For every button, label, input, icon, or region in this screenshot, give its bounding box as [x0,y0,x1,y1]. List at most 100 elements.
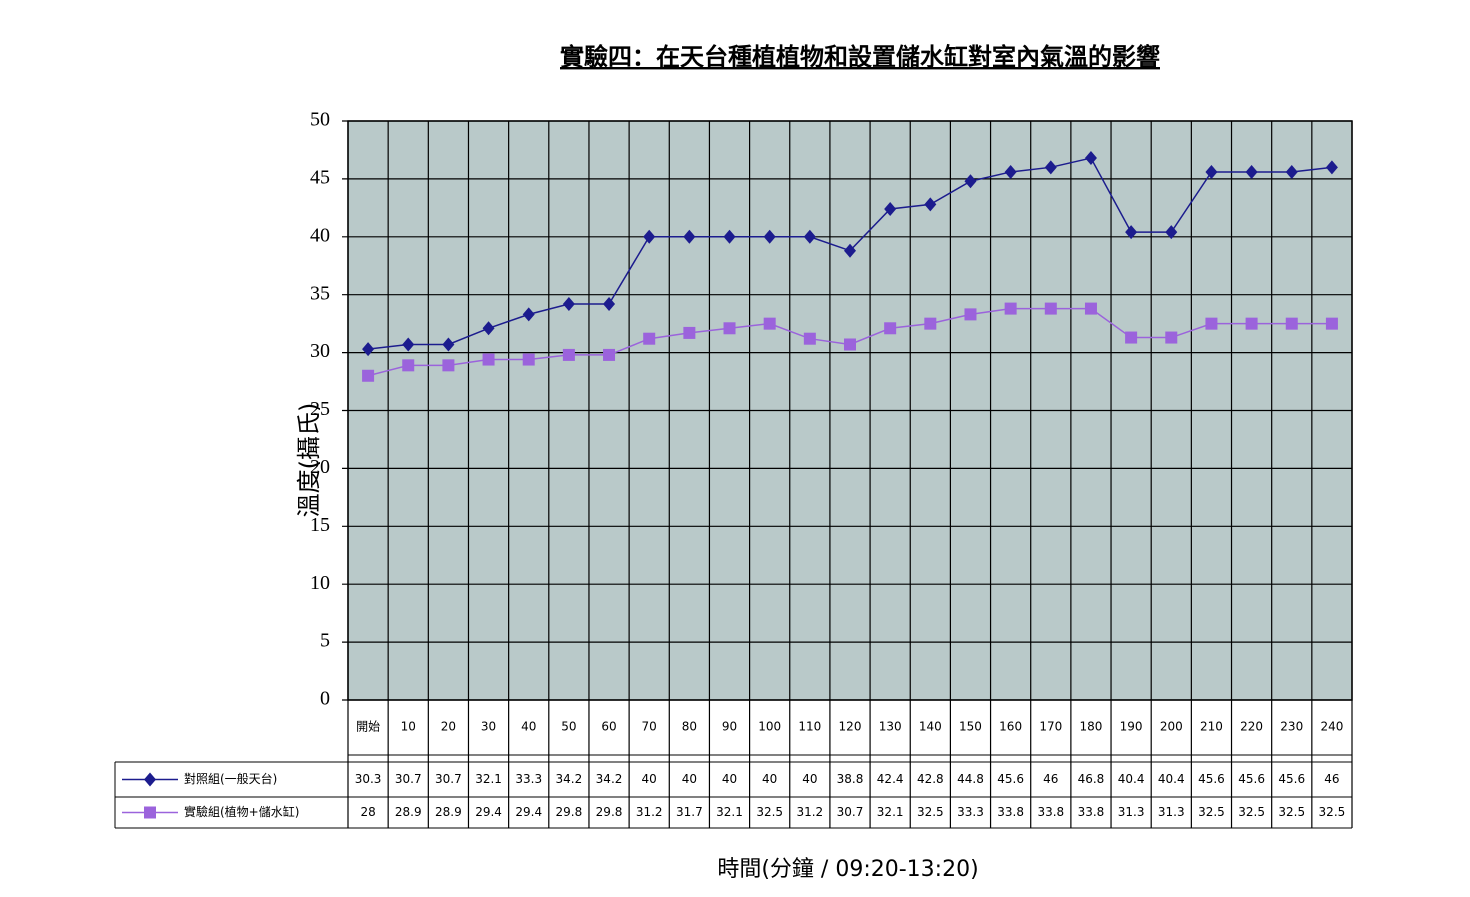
table-value: 29.4 [475,805,502,819]
data-point [803,332,816,345]
table-value: 30.3 [355,772,382,786]
table-value: 32.1 [716,805,743,819]
x-axis-label: 時間(分鐘 / 09:20-13:20) [717,857,978,882]
data-point [1125,225,1138,240]
table-value: 46.8 [1078,772,1105,786]
table-value: 45.6 [1238,772,1265,786]
data-point [763,317,776,330]
data-point [964,308,977,321]
x-tick-label: 90 [722,720,737,734]
data-point [683,229,696,244]
table-value: 33.8 [1037,805,1064,819]
y-tick-label: 20 [310,456,330,478]
legend-label: 實驗組(植物+儲水缸) [184,804,299,819]
data-point [603,348,616,361]
data-point [884,202,897,217]
table-value: 44.8 [957,772,984,786]
y-tick-label: 35 [310,282,330,304]
table-value: 31.3 [1118,805,1145,819]
x-tick-label: 10 [401,720,416,734]
x-tick-label: 210 [1200,720,1223,734]
y-tick-label: 10 [310,572,330,594]
x-tick-label: 130 [879,720,902,734]
data-point [1084,302,1097,315]
x-tick-label: 30 [481,720,496,734]
table-value: 29.8 [596,805,623,819]
table-value: 30.7 [837,805,864,819]
chart-title: 實驗四：在天台種植植物和設置儲水缸對室內氣溫的影響 [560,43,1160,71]
table-value: 46 [1043,772,1058,786]
y-tick-label: 5 [320,630,330,652]
table-value: 32.5 [1198,805,1225,819]
data-point [1325,160,1338,175]
y-tick-label: 45 [310,166,330,188]
data-point [1285,164,1298,179]
data-point [1125,331,1138,344]
x-tick-label: 230 [1280,720,1303,734]
data-point [1325,317,1338,330]
table-value: 40.4 [1158,772,1185,786]
table-value: 45.6 [997,772,1024,786]
x-tick-label: 50 [561,720,576,734]
x-tick-label: 170 [1039,720,1062,734]
data-point [362,342,375,357]
x-tick-label: 40 [521,720,536,734]
x-tick-label: 70 [642,720,657,734]
y-tick-label: 15 [310,514,330,536]
data-point [1004,164,1017,179]
table-value: 45.6 [1278,772,1305,786]
data-point [562,348,575,361]
x-tick-label: 80 [682,720,697,734]
table-value: 32.5 [1319,805,1346,819]
x-tick-label: 200 [1160,720,1183,734]
table-value: 30.7 [435,772,462,786]
x-tick-label: 240 [1320,720,1343,734]
table-value: 29.4 [515,805,542,819]
table-value: 33.8 [997,805,1024,819]
data-point [522,353,535,366]
x-tick-label: 180 [1080,720,1103,734]
table-value: 46 [1324,772,1339,786]
table-value: 33.3 [957,805,984,819]
table-value: 32.5 [756,805,783,819]
table-value: 40 [682,772,697,786]
data-point [482,321,495,336]
table-value: 40 [762,772,777,786]
table-value: 32.5 [1238,805,1265,819]
table-value: 28.9 [395,805,422,819]
data-point [964,174,977,189]
data-point [1205,317,1218,330]
table-value: 38.8 [837,772,864,786]
data-point [522,307,535,322]
data-point [562,296,575,311]
table-value: 33.8 [1078,805,1105,819]
y-axis-label: 溫度(攝氏) [295,403,323,518]
table-value: 32.5 [1278,805,1305,819]
data-point [884,322,897,335]
x-tick-label: 20 [441,720,456,734]
y-tick-label: 30 [310,340,330,362]
legend-marker [144,772,156,787]
data-point [362,369,375,382]
table-value: 40 [642,772,657,786]
data-point [402,359,415,372]
data-point [442,359,455,372]
x-tick-label: 160 [999,720,1022,734]
table-value: 34.2 [596,772,623,786]
table-value: 31.7 [676,805,703,819]
table-value: 30.7 [395,772,422,786]
table-value: 32.1 [475,772,502,786]
table-value: 33.3 [515,772,542,786]
data-point [763,229,776,244]
table-value: 40 [802,772,817,786]
x-tick-label: 110 [798,720,821,734]
data-point [683,326,696,339]
table-value: 42.8 [917,772,944,786]
data-point [442,337,455,352]
data-point [1245,317,1258,330]
x-tick-label: 60 [601,720,616,734]
x-tick-label: 140 [919,720,942,734]
data-point [1245,164,1258,179]
x-tick-label: 190 [1120,720,1143,734]
